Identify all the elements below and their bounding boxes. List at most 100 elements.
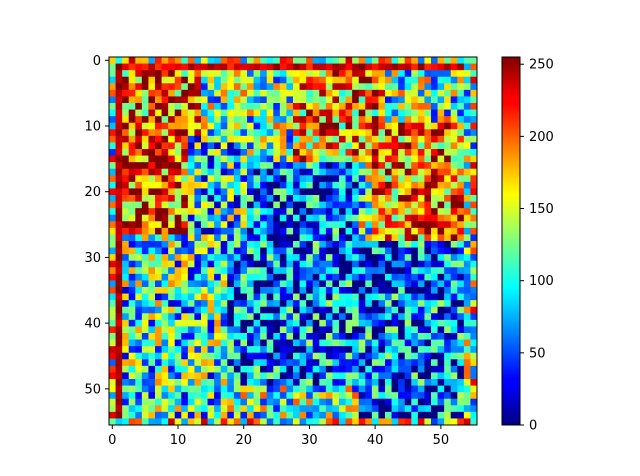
heatmap-cell bbox=[378, 326, 386, 334]
heatmap-cell bbox=[431, 359, 438, 367]
heatmap-cell bbox=[279, 155, 287, 163]
heatmap-cell bbox=[437, 168, 445, 176]
heatmap-cell bbox=[168, 260, 176, 268]
heatmap-cell bbox=[398, 181, 406, 189]
heatmap-cell bbox=[444, 254, 452, 262]
heatmap-cell bbox=[128, 208, 136, 216]
heatmap-cell bbox=[168, 385, 176, 393]
heatmap-cell bbox=[227, 70, 235, 78]
heatmap-cell bbox=[194, 359, 202, 367]
heatmap-cell bbox=[457, 76, 465, 84]
heatmap-cell bbox=[109, 96, 116, 104]
heatmap-cell bbox=[391, 214, 399, 222]
heatmap-cell bbox=[128, 372, 136, 380]
heatmap-cell bbox=[247, 313, 254, 321]
heatmap-cell bbox=[286, 365, 294, 373]
heatmap-cell bbox=[398, 306, 406, 314]
heatmap-cell bbox=[168, 267, 176, 275]
heatmap-cell bbox=[391, 221, 399, 229]
heatmap-cell bbox=[135, 109, 143, 117]
heatmap-cell bbox=[201, 122, 208, 130]
heatmap-cell bbox=[141, 116, 149, 124]
heatmap-cell bbox=[227, 326, 235, 334]
heatmap-cell bbox=[398, 379, 406, 386]
heatmap-cell bbox=[378, 188, 386, 196]
heatmap-cell bbox=[325, 227, 333, 235]
heatmap-cell bbox=[155, 372, 162, 380]
heatmap-cell bbox=[312, 418, 320, 426]
heatmap-cell bbox=[450, 109, 458, 117]
heatmap-cell bbox=[470, 70, 478, 78]
heatmap-cell bbox=[227, 398, 235, 406]
heatmap-cell bbox=[260, 254, 268, 262]
heatmap-cell bbox=[115, 267, 123, 275]
heatmap-cell bbox=[266, 70, 274, 78]
heatmap-cell bbox=[128, 398, 136, 406]
heatmap-cell bbox=[371, 319, 379, 327]
heatmap-cell bbox=[385, 293, 392, 301]
heatmap-cell bbox=[181, 385, 189, 393]
heatmap-cell bbox=[168, 195, 176, 202]
heatmap-cell bbox=[220, 411, 228, 419]
heatmap-cell bbox=[299, 221, 307, 229]
heatmap-cell bbox=[194, 273, 202, 281]
heatmap-cell bbox=[378, 181, 386, 189]
heatmap-cell bbox=[306, 247, 314, 255]
heatmap-cell bbox=[115, 175, 123, 183]
heatmap-cell bbox=[463, 135, 471, 143]
heatmap-cell bbox=[404, 142, 412, 150]
heatmap-cell bbox=[431, 214, 438, 222]
heatmap-cell bbox=[312, 155, 320, 163]
heatmap-cell bbox=[417, 300, 425, 308]
heatmap-cell bbox=[417, 247, 425, 255]
heatmap-cell bbox=[365, 300, 373, 308]
heatmap-cell bbox=[312, 208, 320, 216]
heatmap-cell bbox=[411, 214, 419, 222]
heatmap-cell bbox=[404, 241, 412, 248]
heatmap-cell bbox=[240, 89, 248, 97]
heatmap-cell bbox=[293, 365, 300, 373]
heatmap-cell bbox=[385, 103, 392, 110]
heatmap-cell bbox=[148, 162, 156, 170]
heatmap-cell bbox=[378, 339, 386, 347]
heatmap-cell bbox=[168, 221, 176, 229]
heatmap-cell bbox=[141, 221, 149, 229]
heatmap-cell bbox=[109, 398, 116, 406]
heatmap-cell bbox=[266, 254, 274, 262]
heatmap-cell bbox=[220, 319, 228, 327]
heatmap-cell bbox=[233, 405, 241, 413]
heatmap-cell bbox=[279, 201, 287, 209]
heatmap-cell bbox=[181, 103, 189, 110]
heatmap-cell bbox=[247, 181, 254, 189]
heatmap-cell bbox=[332, 287, 340, 294]
heatmap-cell bbox=[352, 201, 360, 209]
heatmap-cell bbox=[273, 70, 281, 78]
heatmap-cell bbox=[233, 96, 241, 104]
heatmap-cell bbox=[345, 234, 353, 242]
heatmap-cell bbox=[411, 359, 419, 367]
heatmap-cell bbox=[457, 227, 465, 235]
heatmap-cell bbox=[417, 70, 425, 78]
heatmap-cell bbox=[122, 365, 130, 373]
heatmap-cell bbox=[306, 188, 314, 196]
heatmap-cell bbox=[240, 260, 248, 268]
heatmap-cell bbox=[470, 241, 478, 248]
heatmap-cell bbox=[233, 372, 241, 380]
heatmap-cell bbox=[424, 379, 432, 386]
heatmap-cell bbox=[332, 313, 340, 321]
heatmap-cell bbox=[174, 70, 182, 78]
heatmap-cell bbox=[404, 300, 412, 308]
heatmap-cell bbox=[358, 155, 366, 163]
heatmap-cell bbox=[128, 135, 136, 143]
heatmap-cell bbox=[286, 122, 294, 130]
heatmap-cell bbox=[187, 365, 195, 373]
heatmap-cell bbox=[339, 195, 346, 202]
heatmap-cell bbox=[174, 181, 182, 189]
heatmap-cell bbox=[148, 57, 156, 64]
heatmap-cell bbox=[187, 195, 195, 202]
heatmap-cell bbox=[431, 313, 438, 321]
heatmap-cell bbox=[187, 267, 195, 275]
heatmap-cell bbox=[194, 103, 202, 110]
heatmap-cell bbox=[194, 96, 202, 104]
heatmap-cell bbox=[247, 109, 254, 117]
